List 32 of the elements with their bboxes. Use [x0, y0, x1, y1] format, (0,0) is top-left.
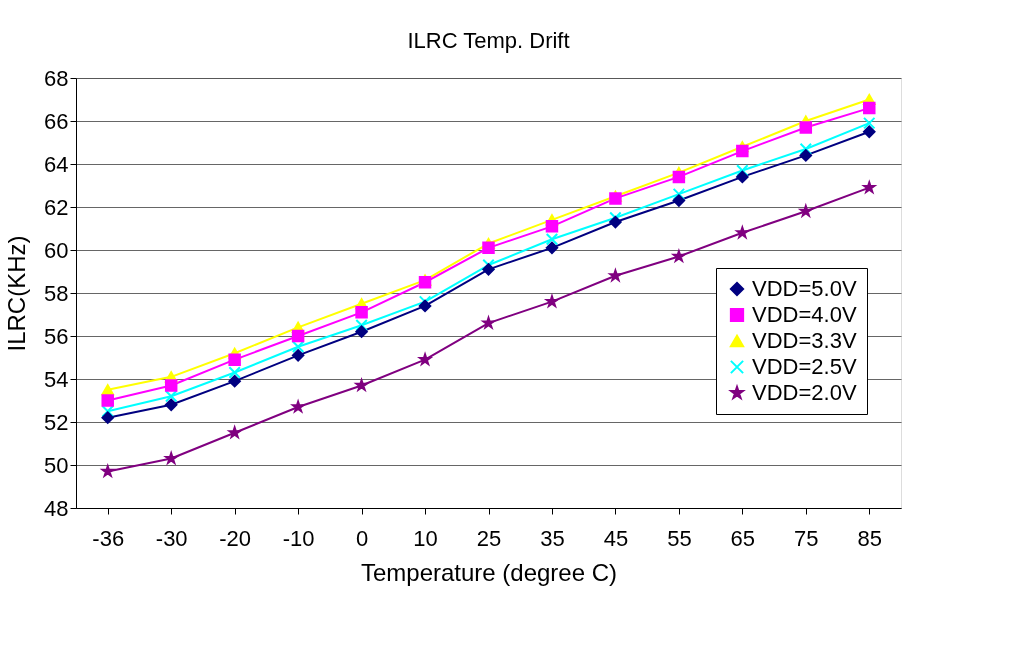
legend-label: VDD=4.0V — [752, 302, 857, 327]
x-tick-label: -36 — [92, 525, 125, 551]
x-tick-label: 0 — [355, 525, 369, 551]
y-tick-label: 56 — [44, 323, 69, 349]
y-tick-label: 60 — [44, 237, 69, 263]
y-tick-label: 48 — [44, 495, 69, 521]
x-tick-label: -20 — [219, 525, 252, 551]
x-tick-label: -10 — [282, 525, 315, 551]
y-tick-label: 58 — [44, 280, 69, 306]
x-tick-label: 25 — [476, 525, 502, 551]
y-tick-label: 52 — [44, 409, 69, 435]
x-tick-label: 75 — [794, 525, 819, 551]
x-tick-label: 10 — [413, 525, 438, 551]
x-tick-label: 35 — [540, 525, 565, 551]
y-tick-label: 66 — [44, 108, 69, 134]
legend-label: VDD=5.0V — [752, 276, 857, 301]
x-tick-label: -30 — [155, 525, 188, 551]
legend-label: VDD=3.3V — [752, 328, 857, 353]
x-tick-label: 65 — [730, 525, 756, 551]
legend-label: VDD=2.0V — [752, 380, 857, 405]
y-tick-label: 50 — [44, 452, 69, 478]
y-tick-label: 64 — [44, 151, 69, 177]
x-tick-label: 55 — [667, 525, 692, 551]
y-tick-label: 68 — [44, 65, 69, 91]
x-tick-label: 85 — [857, 525, 883, 551]
x-axis-title: Temperature (degree C) — [360, 558, 618, 586]
y-tick-label: 62 — [44, 194, 69, 220]
y-axis-title: ILRC(KHz) — [3, 235, 31, 352]
chart-title: ILRC Temp. Drift — [407, 28, 570, 53]
y-tick-label: 54 — [44, 366, 69, 392]
legend-label: VDD=2.5V — [752, 354, 857, 379]
x-tick-label: 45 — [603, 525, 629, 551]
